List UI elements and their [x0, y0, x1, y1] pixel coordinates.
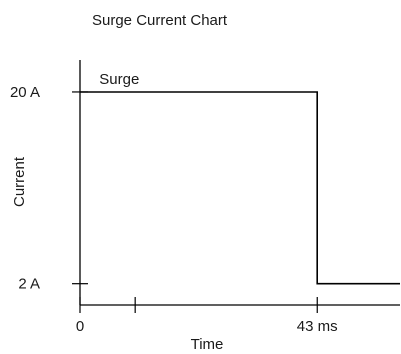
x-axis: 0 43 ms	[76, 297, 400, 335]
y-axis-title: Current	[11, 156, 28, 207]
y-axis: 2 A 20 A	[10, 60, 88, 305]
plot-area: Surge	[80, 71, 400, 285]
chart-title: Surge Current Chart	[92, 12, 228, 29]
x-tick-label: 0	[76, 318, 84, 335]
y-tick-label: 20 A	[10, 84, 40, 101]
surge-current-line	[80, 91, 400, 285]
y-tick-label: 2 A	[18, 276, 40, 293]
x-axis-title: Time	[191, 336, 224, 353]
surge-annotation-label: Surge	[99, 71, 139, 88]
x-tick-label: 43 ms	[297, 318, 338, 335]
